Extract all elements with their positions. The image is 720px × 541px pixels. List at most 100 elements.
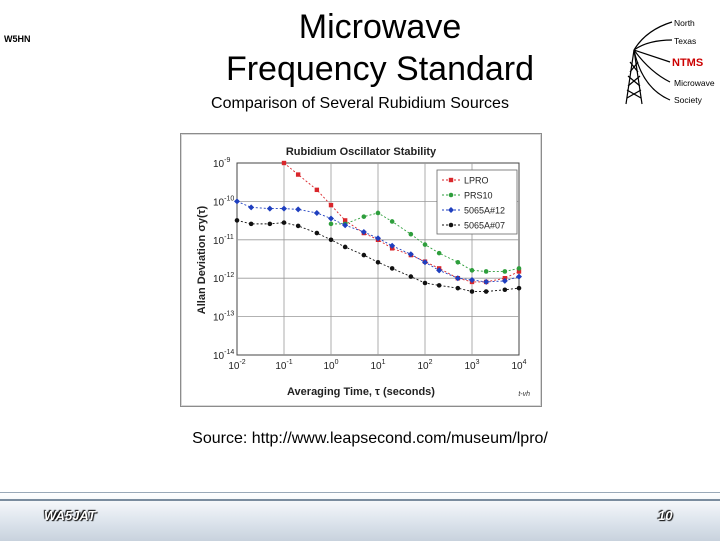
x-axis-label: Averaging Time, τ (seconds) [287, 386, 435, 398]
data-point [342, 244, 348, 250]
logo-north-text: North [674, 18, 695, 28]
data-point [436, 267, 443, 274]
data-point [360, 228, 367, 235]
legend-label: LPRO [464, 176, 489, 186]
data-point [295, 206, 302, 213]
y-tick-label: 10-11 [213, 234, 234, 247]
chart-frame: Rubidium Oscillator Stability 10-2 10-1 10… [180, 133, 542, 407]
legend-swatch-marker [448, 222, 454, 228]
data-point [408, 231, 414, 237]
data-point [422, 259, 428, 266]
data-point [281, 220, 287, 225]
data-point [516, 269, 522, 274]
logo-texas-text: Texas [674, 36, 696, 46]
data-point [313, 209, 320, 216]
logo-ntms-text: NTMS [672, 57, 703, 69]
data-point [375, 210, 381, 216]
data-point [422, 242, 428, 247]
data-point [516, 273, 522, 280]
legend-label: 5065A#07 [464, 221, 505, 231]
data-point [422, 280, 428, 286]
data-point [234, 198, 240, 205]
series-5065a-12 [234, 198, 522, 285]
logo-society-text: Society [674, 95, 703, 105]
data-point [295, 172, 301, 177]
callsign-label: W5HN [4, 34, 31, 44]
footer-callsign: WA5JAT [44, 508, 96, 523]
data-point [483, 278, 490, 285]
slide-subtitle: Comparison of Several Rubidium Sources [211, 95, 509, 112]
legend-item: LPRO [442, 176, 489, 186]
data-point [455, 259, 461, 265]
chart-series [234, 160, 522, 294]
data-point [375, 259, 381, 265]
y-tick-label: 10-13 [213, 311, 234, 324]
slide-title: Microwave Frequency Standard [180, 6, 580, 90]
chart-legend: LPRO PRS10 5065A#12 5065A#07 [436, 169, 518, 235]
data-point [314, 230, 320, 236]
data-point [248, 221, 254, 227]
legend-swatch-marker [448, 177, 454, 183]
x-tick-label: 100 [323, 359, 338, 372]
data-point [469, 289, 475, 294]
data-point [469, 268, 475, 273]
data-point [389, 219, 395, 224]
data-point [361, 252, 367, 258]
source-citation: Source: http://www.leapsecond.com/museum… [192, 430, 548, 447]
legend-item: 5065A#07 [442, 221, 505, 231]
chart-tick-labels: 10-2 10-1 100 101 102 103 104 10-9 10-10 10-11 10-… [213, 157, 527, 372]
y-tick-label: 10-10 [213, 195, 234, 208]
data-point [375, 235, 381, 242]
data-point [389, 242, 396, 249]
data-point [483, 269, 489, 274]
y-axis-label: Allan Deviation σy(τ) [196, 205, 208, 314]
data-point [361, 214, 367, 219]
data-point [248, 204, 255, 211]
legend-label: PRS10 [464, 191, 493, 201]
data-point [342, 222, 349, 229]
legend-item: PRS10 [442, 191, 493, 201]
data-point [267, 221, 273, 227]
page-number: 10 [658, 508, 673, 523]
y-tick-label: 10-14 [213, 349, 234, 362]
data-point [455, 285, 461, 291]
logo-microwave-text: Microwave [674, 78, 715, 88]
x-tick-label: 101 [370, 359, 385, 372]
x-tick-label: 102 [417, 359, 432, 372]
data-point [436, 250, 442, 256]
data-point [502, 269, 508, 274]
slide-title-line-2: Frequency Standard [225, 50, 535, 88]
y-tick-label: 10-12 [213, 272, 234, 285]
data-point [281, 205, 287, 212]
data-point [295, 223, 301, 229]
data-point [408, 274, 414, 279]
data-point [469, 276, 475, 283]
data-point [501, 277, 508, 284]
slide-title-line-1: Microwave [298, 8, 462, 46]
data-point [342, 218, 348, 223]
ntms-logo: North Texas NTMS Microwave Society [612, 10, 720, 116]
data-point [266, 205, 273, 212]
legend-item: 5065A#12 [442, 206, 505, 216]
data-point [234, 218, 240, 223]
data-point [516, 266, 522, 271]
data-point [314, 187, 320, 193]
data-point [436, 283, 442, 288]
data-point [454, 275, 461, 282]
data-point [502, 287, 508, 293]
chart-note: t-vh [518, 391, 530, 398]
y-tick-label: 10-9 [213, 157, 230, 170]
chart-title: Rubidium Oscillator Stability [286, 146, 437, 158]
x-tick-label: 103 [464, 359, 479, 372]
legend-label: 5065A#12 [464, 206, 505, 216]
x-tick-label: 104 [511, 359, 526, 372]
tower-icon: North Texas NTMS Microwave Society [625, 18, 715, 105]
data-point [328, 202, 334, 208]
footer-bar [0, 492, 720, 541]
data-point [407, 251, 414, 258]
data-point [281, 160, 287, 166]
legend-swatch-marker [448, 192, 454, 198]
data-point [389, 266, 395, 271]
x-tick-label: 10-2 [228, 359, 245, 372]
series-5065a-07 [234, 218, 522, 294]
